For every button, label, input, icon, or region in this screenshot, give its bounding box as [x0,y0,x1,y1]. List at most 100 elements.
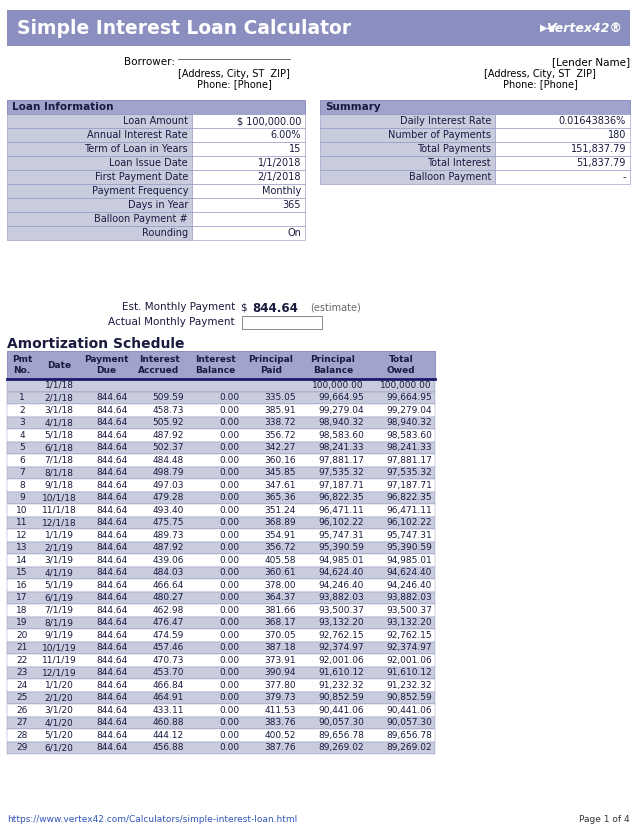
Text: Principal
Balance: Principal Balance [311,355,355,375]
Text: 387.76: 387.76 [264,743,296,752]
Bar [7,579,435,592]
Text: 844.64: 844.64 [97,506,128,515]
Text: 466.64: 466.64 [153,581,184,590]
Text: 844.64: 844.64 [97,393,128,402]
Text: Actual Monthly Payment: Actual Monthly Payment [108,317,235,327]
Text: Loan Information: Loan Information [12,102,113,112]
Bar [7,391,435,404]
Bar [7,629,435,642]
Text: 351.24: 351.24 [264,506,296,515]
Text: 96,471.11: 96,471.11 [386,506,432,515]
Text: 439.06: 439.06 [152,555,184,564]
Text: 2/1/18: 2/1/18 [45,393,73,402]
Text: 385.91: 385.91 [264,405,296,414]
Bar [7,654,435,667]
Text: 470.73: 470.73 [152,656,184,665]
Text: 844.64: 844.64 [97,480,128,489]
Text: 0.00: 0.00 [220,593,240,602]
Text: First Payment Date: First Payment Date [95,172,188,182]
Bar [320,170,495,184]
Bar [7,351,435,379]
Text: 844.64: 844.64 [97,743,128,752]
Text: 0.00: 0.00 [220,731,240,740]
Text: 6.00%: 6.00% [271,130,301,140]
Text: 27: 27 [17,719,27,728]
Text: Simple Interest Loan Calculator: Simple Interest Loan Calculator [17,18,351,38]
Bar [7,616,435,629]
Text: Term of Loan in Years: Term of Loan in Years [84,144,188,154]
Text: 345.85: 345.85 [264,468,296,477]
Text: 16: 16 [17,581,28,590]
Text: https://www.vertex42.com/Calculators/simple-interest-loan.html: https://www.vertex42.com/Calculators/sim… [7,815,297,824]
Text: 373.91: 373.91 [264,656,296,665]
Text: 844.64: 844.64 [97,644,128,653]
Bar [495,170,630,184]
Text: 844.64: 844.64 [97,405,128,414]
Text: 368.89: 368.89 [264,518,296,527]
Text: 151,837.79: 151,837.79 [571,144,626,154]
Text: ▶◀: ▶◀ [540,23,555,33]
Text: 19: 19 [17,618,28,627]
Text: 96,471.11: 96,471.11 [318,506,364,515]
Bar [7,10,630,46]
Text: 21: 21 [17,644,27,653]
Text: 93,500.37: 93,500.37 [386,606,432,615]
Text: 92,374.97: 92,374.97 [387,644,432,653]
Bar [7,212,192,226]
Text: $ 100,000.00: $ 100,000.00 [236,116,301,126]
Text: 844.64: 844.64 [97,630,128,639]
Bar [7,156,192,170]
Text: Est. Monthly Payment: Est. Monthly Payment [122,302,235,312]
Text: 93,132.20: 93,132.20 [318,618,364,627]
Text: Total Payments: Total Payments [417,144,491,154]
Text: 4/1/20: 4/1/20 [45,719,73,728]
Text: 0.00: 0.00 [220,581,240,590]
Bar [7,198,192,212]
Text: 99,279.04: 99,279.04 [318,405,364,414]
Text: 90,441.06: 90,441.06 [387,705,432,714]
Text: 0.00: 0.00 [220,668,240,677]
Text: 93,500.37: 93,500.37 [318,606,364,615]
Text: 378.00: 378.00 [264,581,296,590]
Text: 6/1/20: 6/1/20 [45,743,73,752]
Text: 475.75: 475.75 [152,518,184,527]
Text: 5/1/18: 5/1/18 [45,431,73,440]
Bar [192,128,305,142]
Text: 0.00: 0.00 [220,518,240,527]
Text: 0.01643836%: 0.01643836% [559,116,626,126]
Text: 0.00: 0.00 [220,443,240,452]
Text: 2/1/20: 2/1/20 [45,693,73,702]
Text: $: $ [240,302,247,312]
Text: 180: 180 [608,130,626,140]
Text: 6/1/18: 6/1/18 [45,443,73,452]
Text: 98,583.60: 98,583.60 [318,431,364,440]
Bar [192,142,305,156]
Text: Vertex42®: Vertex42® [546,21,622,35]
Bar [7,729,435,742]
Text: 484.03: 484.03 [153,569,184,578]
Text: 354.91: 354.91 [264,531,296,540]
Text: [Address, City, ST  ZIP]: [Address, City, ST ZIP] [178,69,290,79]
Text: 844.64: 844.64 [97,668,128,677]
Text: 844.64: 844.64 [97,518,128,527]
Text: Monthly: Monthly [262,186,301,196]
Text: 466.84: 466.84 [153,681,184,690]
Text: 51,837.79: 51,837.79 [576,158,626,168]
Text: 433.11: 433.11 [152,705,184,714]
Text: 91,610.12: 91,610.12 [318,668,364,677]
Text: 0.00: 0.00 [220,456,240,465]
Text: 0.00: 0.00 [220,543,240,552]
Text: 356.72: 356.72 [264,543,296,552]
Text: 0.00: 0.00 [220,569,240,578]
Text: 458.73: 458.73 [152,405,184,414]
Text: 844.64: 844.64 [97,705,128,714]
Text: 93,882.03: 93,882.03 [318,593,364,602]
Text: 28: 28 [17,731,27,740]
Text: 99,664.95: 99,664.95 [318,393,364,402]
Text: 457.46: 457.46 [153,644,184,653]
Text: 0.00: 0.00 [220,705,240,714]
Text: 2/1/2018: 2/1/2018 [257,172,301,182]
Text: 3/1/19: 3/1/19 [45,555,73,564]
Text: 93,132.20: 93,132.20 [387,618,432,627]
Text: 11/1/19: 11/1/19 [41,656,76,665]
